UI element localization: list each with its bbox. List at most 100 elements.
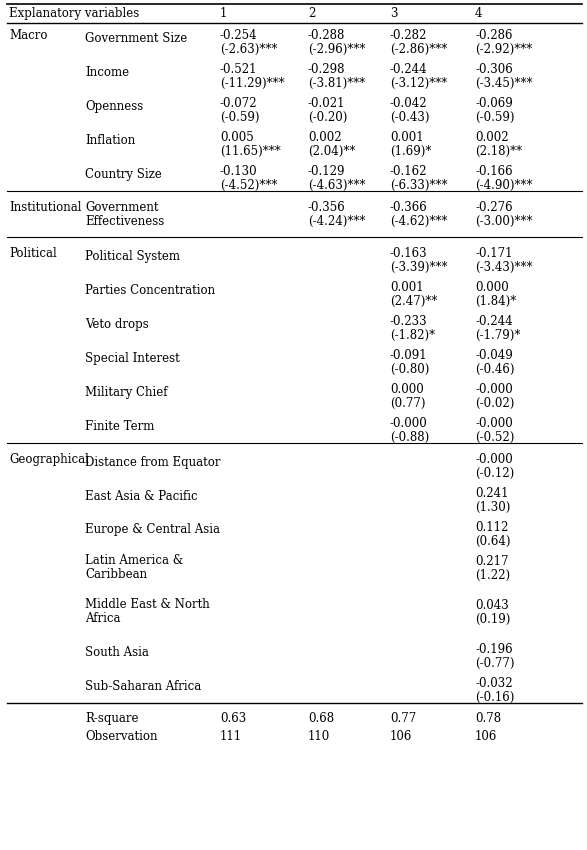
Text: Caribbean: Caribbean — [85, 568, 147, 581]
Text: 111: 111 — [220, 730, 242, 743]
Text: -0.244: -0.244 — [390, 63, 427, 76]
Text: Political: Political — [9, 247, 57, 260]
Text: Military Chief: Military Chief — [85, 386, 167, 399]
Text: 0.002: 0.002 — [475, 131, 508, 144]
Text: East Asia & Pacific: East Asia & Pacific — [85, 490, 198, 502]
Text: Country Size: Country Size — [85, 167, 162, 180]
Text: Africa: Africa — [85, 612, 120, 625]
Text: -0.000: -0.000 — [475, 453, 513, 466]
Text: South Asia: South Asia — [85, 645, 149, 659]
Text: 106: 106 — [475, 730, 497, 743]
Text: -0.298: -0.298 — [308, 63, 346, 76]
Text: (-0.59): (-0.59) — [220, 111, 259, 124]
Text: R-square: R-square — [85, 712, 139, 725]
Text: (-3.00)***: (-3.00)*** — [475, 215, 532, 228]
Text: -0.521: -0.521 — [220, 63, 258, 76]
Text: 0.77: 0.77 — [390, 712, 416, 725]
Text: 0.005: 0.005 — [220, 131, 254, 144]
Text: (0.77): (0.77) — [390, 397, 426, 410]
Text: -0.000: -0.000 — [390, 417, 428, 430]
Text: (1.22): (1.22) — [475, 569, 510, 582]
Text: (2.18)**: (2.18)** — [475, 145, 522, 158]
Text: Parties Concentration: Parties Concentration — [85, 284, 215, 297]
Text: -0.171: -0.171 — [475, 247, 512, 260]
Text: Middle East & North: Middle East & North — [85, 598, 210, 611]
Text: 0.002: 0.002 — [308, 131, 342, 144]
Text: 0.000: 0.000 — [390, 383, 424, 396]
Text: -0.282: -0.282 — [390, 29, 427, 42]
Text: (2.04)**: (2.04)** — [308, 145, 355, 158]
Text: (-1.82)*: (-1.82)* — [390, 329, 435, 342]
Text: (1.30): (1.30) — [475, 501, 510, 514]
Text: Special Interest: Special Interest — [85, 352, 180, 365]
Text: (-6.33)***: (-6.33)*** — [390, 179, 447, 192]
Text: -0.163: -0.163 — [390, 247, 427, 260]
Text: 0.217: 0.217 — [475, 555, 508, 568]
Text: Explanatory variables: Explanatory variables — [9, 7, 139, 20]
Text: -0.288: -0.288 — [308, 29, 345, 42]
Text: -0.072: -0.072 — [220, 97, 258, 110]
Text: Latin America &: Latin America & — [85, 554, 183, 567]
Text: Distance from Equator: Distance from Equator — [85, 456, 221, 468]
Text: (-4.63)***: (-4.63)*** — [308, 179, 366, 192]
Text: (-1.79)*: (-1.79)* — [475, 329, 520, 342]
Text: (-0.02): (-0.02) — [475, 397, 514, 410]
Text: (-2.92)***: (-2.92)*** — [475, 43, 532, 56]
Text: -0.069: -0.069 — [475, 97, 513, 110]
Text: (1.69)*: (1.69)* — [390, 145, 431, 158]
Text: Finite Term: Finite Term — [85, 420, 154, 433]
Text: (-4.62)***: (-4.62)*** — [390, 215, 447, 228]
Text: Inflation: Inflation — [85, 133, 135, 146]
Text: 0.001: 0.001 — [390, 281, 424, 294]
Text: 0.63: 0.63 — [220, 712, 247, 725]
Text: 0.241: 0.241 — [475, 487, 508, 500]
Text: (-0.20): (-0.20) — [308, 111, 348, 124]
Text: (-0.12): (-0.12) — [475, 467, 514, 480]
Text: (-4.24)***: (-4.24)*** — [308, 215, 365, 228]
Text: 110: 110 — [308, 730, 330, 743]
Text: Geographical: Geographical — [9, 453, 89, 466]
Text: Sub-Saharan Africa: Sub-Saharan Africa — [85, 679, 201, 693]
Text: 2: 2 — [308, 7, 315, 20]
Text: -0.162: -0.162 — [390, 165, 427, 178]
Text: (0.19): (0.19) — [475, 613, 510, 626]
Text: 0.000: 0.000 — [475, 281, 509, 294]
Text: -0.130: -0.130 — [220, 165, 258, 178]
Text: -0.049: -0.049 — [475, 349, 513, 362]
Text: -0.356: -0.356 — [308, 201, 346, 214]
Text: Effectiveness: Effectiveness — [85, 215, 164, 228]
Text: -0.366: -0.366 — [390, 201, 428, 214]
Text: (-0.59): (-0.59) — [475, 111, 514, 124]
Text: (2.47)**: (2.47)** — [390, 295, 437, 308]
Text: (-0.88): (-0.88) — [390, 431, 429, 444]
Text: 0.112: 0.112 — [475, 521, 508, 534]
Text: Government: Government — [85, 201, 158, 214]
Text: 0.043: 0.043 — [475, 599, 509, 612]
Text: -0.032: -0.032 — [475, 677, 512, 690]
Text: 0.68: 0.68 — [308, 712, 334, 725]
Text: 106: 106 — [390, 730, 413, 743]
Text: -0.166: -0.166 — [475, 165, 512, 178]
Text: (-2.63)***: (-2.63)*** — [220, 43, 278, 56]
Text: Government Size: Government Size — [85, 31, 187, 44]
Text: -0.276: -0.276 — [475, 201, 512, 214]
Text: (0.64): (0.64) — [475, 535, 511, 548]
Text: (11.65)***: (11.65)*** — [220, 145, 281, 158]
Text: (-4.90)***: (-4.90)*** — [475, 179, 532, 192]
Text: Europe & Central Asia: Europe & Central Asia — [85, 524, 220, 536]
Text: -0.286: -0.286 — [475, 29, 512, 42]
Text: 0.78: 0.78 — [475, 712, 501, 725]
Text: Political System: Political System — [85, 250, 180, 263]
Text: Veto drops: Veto drops — [85, 318, 149, 331]
Text: (-11.29)***: (-11.29)*** — [220, 77, 285, 90]
Text: (-3.12)***: (-3.12)*** — [390, 77, 447, 90]
Text: -0.306: -0.306 — [475, 63, 513, 76]
Text: (-3.43)***: (-3.43)*** — [475, 261, 532, 274]
Text: (-3.45)***: (-3.45)*** — [475, 77, 532, 90]
Text: -0.233: -0.233 — [390, 315, 427, 328]
Text: Observation: Observation — [85, 730, 157, 743]
Text: Openness: Openness — [85, 99, 143, 112]
Text: 1: 1 — [220, 7, 227, 20]
Text: (-2.96)***: (-2.96)*** — [308, 43, 365, 56]
Text: -0.042: -0.042 — [390, 97, 427, 110]
